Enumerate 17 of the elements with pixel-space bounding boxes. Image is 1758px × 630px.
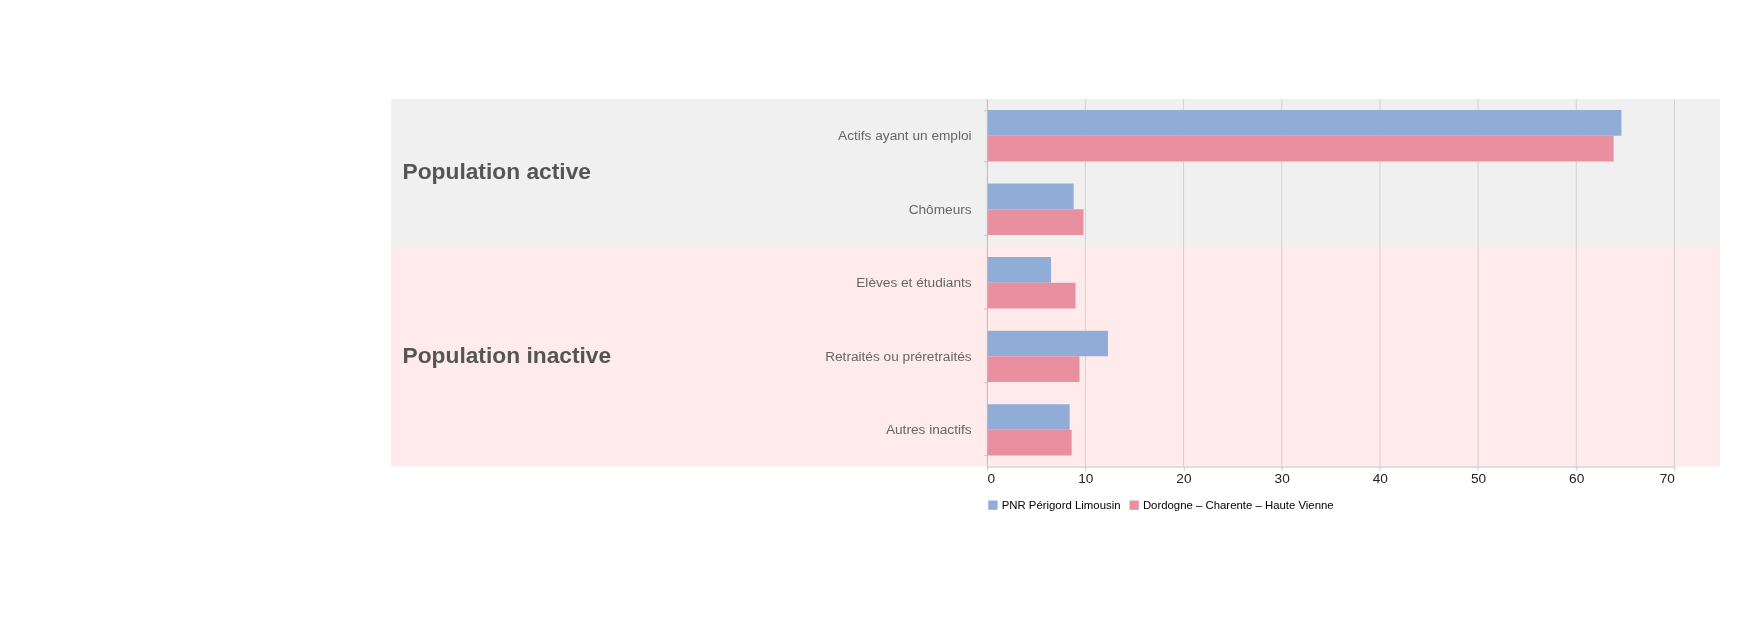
x-tick-label: 70 (1659, 470, 1676, 486)
x-tick-label: 20 (1176, 470, 1192, 486)
x-tick-label: 30 (1274, 470, 1291, 486)
x-tick-label: 50 (1470, 470, 1487, 486)
band-label: Population inactive (402, 342, 612, 369)
y-tick-label: Chômeurs (908, 201, 972, 217)
y-tick-label: Retraités ou préretraités (825, 348, 972, 364)
legend-label: PNR Périgord Limousin (1001, 498, 1121, 511)
x-tick-label: 40 (1372, 470, 1389, 486)
y-tick-label: Elèves et étudiants (856, 275, 972, 291)
legend-label: Dordogne – Charente – Haute Vienne (1142, 498, 1334, 511)
band-label: Population active (402, 158, 591, 185)
y-tick-label: Autres inactifs (885, 422, 972, 438)
x-tick-label: 10 (1078, 470, 1094, 486)
x-tick-label: 60 (1569, 470, 1585, 486)
x-tick-label: 0 (987, 470, 996, 486)
y-tick-label: Actifs ayant un emploi (838, 128, 972, 144)
